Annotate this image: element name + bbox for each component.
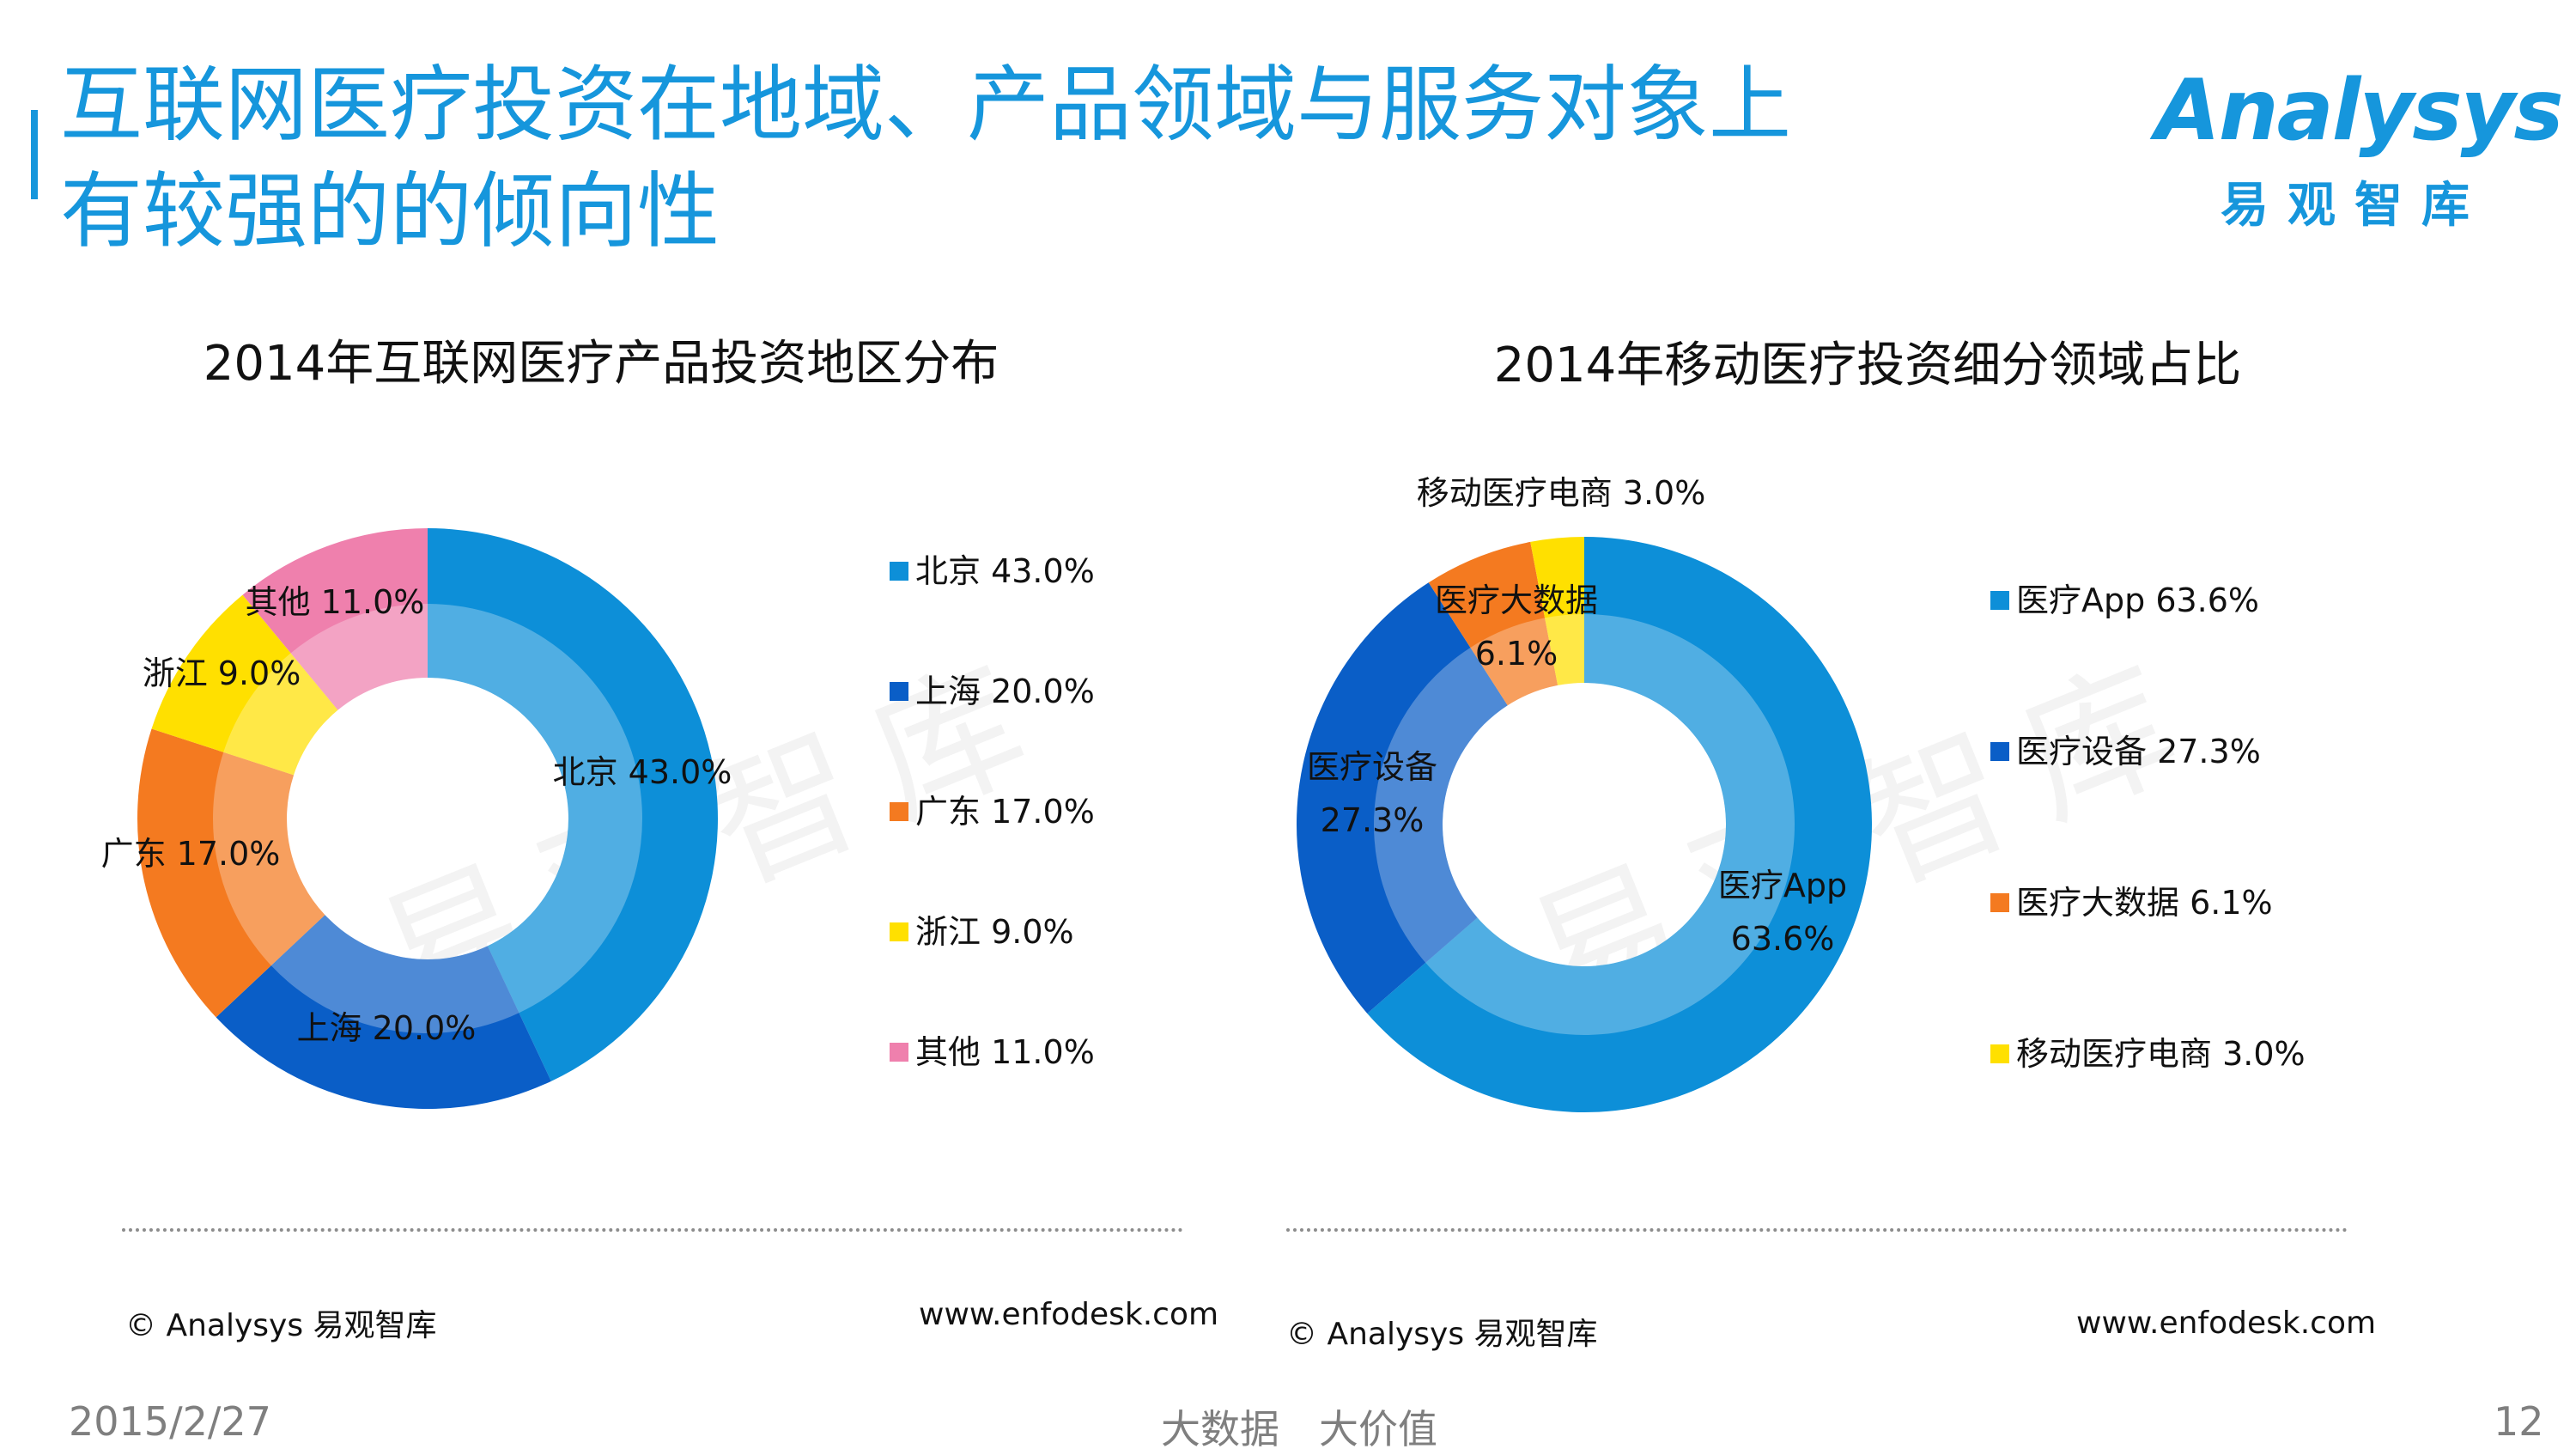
chart-2-legend-swatch [1990, 893, 2009, 912]
chart-2-legend-item: 医疗App 63.6% [1990, 574, 2259, 621]
page-title-line-2: 有较强的的倾向性 [60, 163, 720, 259]
chart-2-website: www.enfodesk.com [2076, 1306, 2377, 1341]
chart-2-slice-1-inner-ring [1374, 647, 1508, 963]
chart-1-title: 2014年互联网医疗产品投资地区分布 [203, 336, 999, 392]
footer-slogan: 大数据 大价值 [1161, 1406, 1437, 1452]
chart-2-slice-label-0-line-1: 63.6% [1731, 920, 1835, 958]
chart-2-legend-item: 医疗大数据 6.1% [1990, 876, 2273, 923]
chart-2-donut: 医疗App 63.6% 医疗设备 27.3% 医疗大数据 6.1% 移动医疗电商 3.0% [1297, 474, 1872, 1112]
title-accent-bar [31, 110, 38, 199]
chart-1-slice-label-1: 上海 20.0% [297, 1009, 477, 1047]
chart-1-divider [122, 1228, 1183, 1232]
chart-2-slice-3-inner-ring [1545, 614, 1584, 685]
chart-1-slice-1-inner-ring [270, 915, 519, 1034]
chart-1-donut: 北京 43.0% 上海 20.0% 广东 17.0% 浙江 9.0% 其他 11.0% [101, 528, 732, 1110]
chart-1-slice-label-4: 其他 11.0% [246, 583, 425, 621]
chart-1-slice-label-0: 北京 43.0% [553, 753, 732, 791]
chart-2-legend-item: 移动医疗电商 3.0% [1990, 1027, 2306, 1075]
analysys-logo: Analysys 易观智库 [2155, 62, 2564, 234]
chart-1-slice-0 [428, 528, 718, 1081]
chart-1-slice-4 [242, 528, 428, 710]
chart-2-legend-swatch [1990, 742, 2009, 761]
chart-2-slice-2-inner-ring [1470, 618, 1558, 706]
chart-1-legend-label: 其他 11.0% [915, 1033, 1095, 1071]
logo-chinese: 易观智库 [2221, 178, 2488, 234]
chart-1-legend-label: 广东 17.0% [915, 793, 1095, 831]
chart-2-slice-label-2-line-0: 医疗大数据 [1435, 581, 1598, 619]
chart-1-legend-swatch [890, 922, 908, 941]
chart-1-slice-label-2: 广东 17.0% [101, 835, 281, 873]
chart-1-legend-item: 上海 20.0% [890, 665, 1095, 712]
chart-2-slice-label-1-line-0: 医疗设备 [1307, 748, 1437, 786]
chart-2-slice-0 [1367, 537, 1872, 1112]
chart-2-slice-3 [1530, 537, 1584, 685]
page-title-line-1: 互联网医疗投资在地域、产品领域与服务对象上 [60, 57, 1791, 153]
chart-1-slice-4-inner-ring [290, 604, 428, 710]
footer-date: 2015/2/27 [69, 1398, 271, 1445]
chart-2-source: © Analysys 易观智库 [1286, 1317, 1598, 1352]
logo-wordmark: Analysys [2155, 62, 2564, 160]
chart-1-slice-2-inner-ring [213, 752, 325, 966]
chart-2-legend-swatch [1990, 1044, 2009, 1063]
chart-2-legend-label: 医疗设备 27.3% [2016, 733, 2261, 770]
chart-1-legend-label: 浙江 9.0% [915, 913, 1074, 951]
chart-2-legend-label: 移动医疗电商 3.0% [2016, 1035, 2306, 1073]
footer-page-number: 12 [2494, 1398, 2544, 1445]
chart-1-legend-swatch [890, 1043, 908, 1062]
chart-1-source: © Analysys 易观智库 [125, 1308, 437, 1343]
chart-2-legend-item: 医疗设备 27.3% [1990, 725, 2261, 772]
chart-1-legend-swatch [890, 682, 908, 701]
chart-1-legend-swatch [890, 802, 908, 821]
chart-2-slice-1 [1297, 582, 1508, 1014]
chart-1-legend-label: 北京 43.0% [915, 552, 1095, 590]
chart-2-slice-label-1-line-1: 27.3% [1321, 801, 1425, 839]
chart-1-slice-2 [137, 728, 325, 1018]
chart-1-slice-1 [216, 915, 551, 1110]
chart-1-slice-3 [151, 594, 338, 776]
chart-2-slice-2 [1428, 541, 1558, 706]
chart-1-legend-item: 浙江 9.0% [890, 905, 1074, 953]
page-title: 互联网医疗投资在地域、产品领域与服务对象上 有较强的的倾向性 [60, 52, 2035, 265]
chart-2-slice-label-2-line-1: 6.1% [1475, 635, 1558, 673]
chart-2-slice-label-3: 移动医疗电商 3.0% [1417, 474, 1706, 512]
chart-1-legend-item: 广东 17.0% [890, 785, 1095, 832]
chart-1-legend-label: 上海 20.0% [915, 673, 1095, 710]
chart-1-legend-item: 其他 11.0% [890, 1026, 1095, 1073]
chart-1-slice-3-inner-ring [223, 653, 338, 776]
chart-1-website: www.enfodesk.com [919, 1297, 1219, 1332]
chart-2-slice-0-inner-ring [1425, 614, 1795, 1035]
chart-2-divider [1286, 1228, 2348, 1232]
chart-2-legend-swatch [1990, 591, 2009, 610]
chart-2-legend-label: 医疗App 63.6% [2016, 581, 2260, 619]
chart-1-legend-swatch [890, 562, 908, 581]
chart-1-slice-0-inner-ring [428, 604, 643, 1014]
chart-1-slice-label-3: 浙江 9.0% [143, 654, 301, 692]
chart-2-legend-label: 医疗大数据 6.1% [2016, 884, 2273, 922]
chart-2-slice-label-0-line-0: 医疗App [1718, 867, 1847, 904]
chart-1-legend-item: 北京 43.0% [890, 545, 1095, 592]
chart-2-title: 2014年移动医疗投资细分领域占比 [1493, 338, 2242, 393]
